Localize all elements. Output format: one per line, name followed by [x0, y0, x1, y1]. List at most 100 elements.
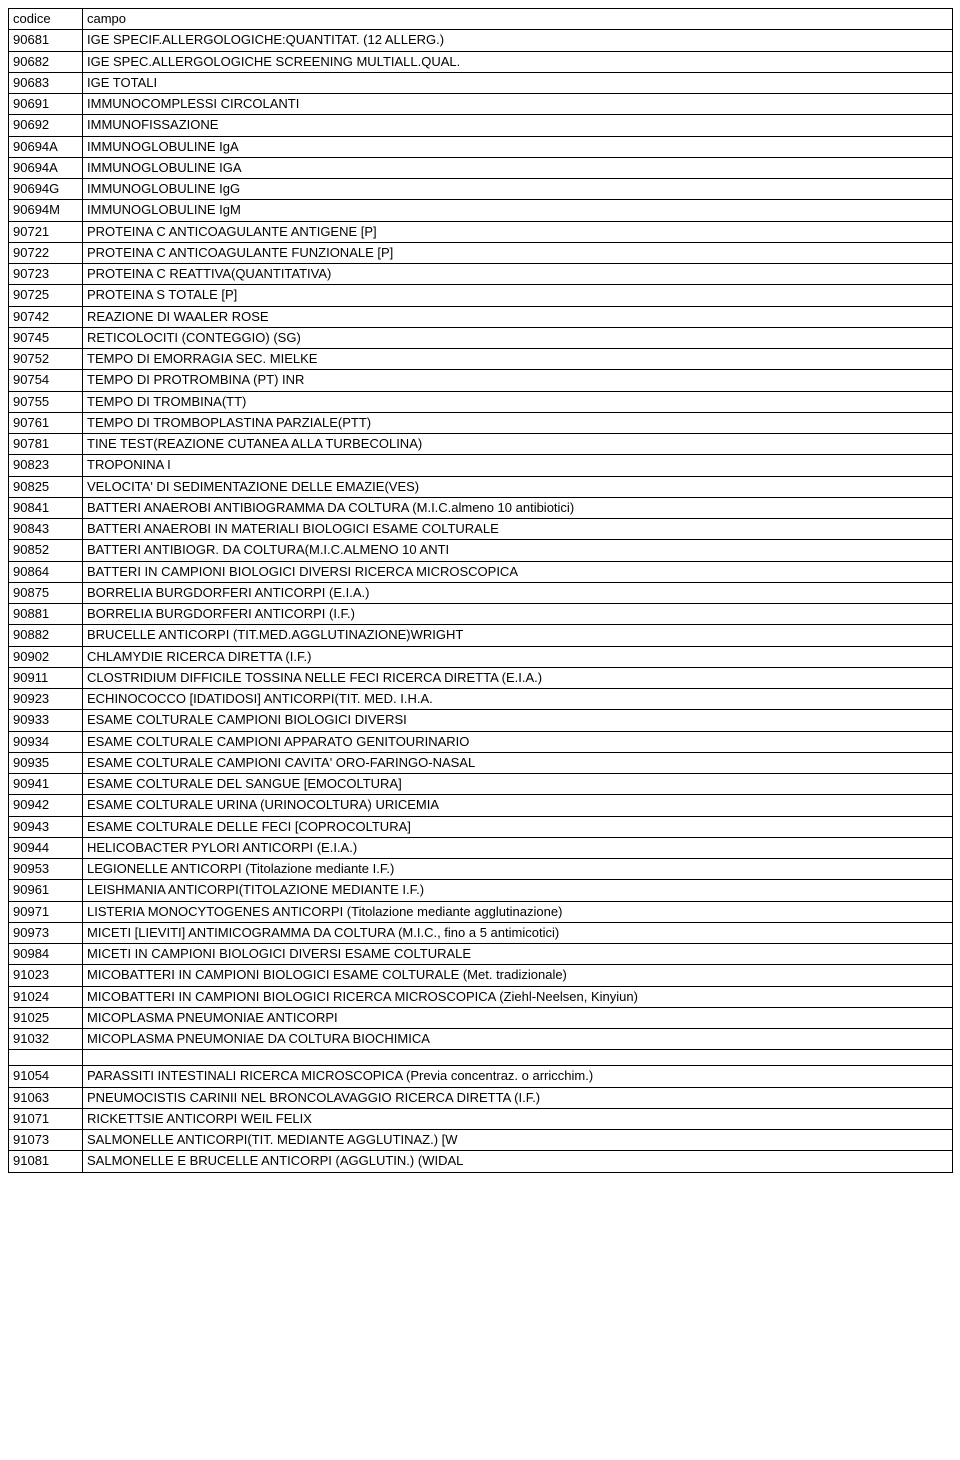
cell-field: BORRELIA BURGDORFERI ANTICORPI (I.F.) — [83, 604, 953, 625]
cell-field: IGE SPECIF.ALLERGOLOGICHE:QUANTITAT. (12… — [83, 30, 953, 51]
cell-field: IMMUNOGLOBULINE IGA — [83, 157, 953, 178]
cell-code: 90942 — [9, 795, 83, 816]
cell-field: SALMONELLE E BRUCELLE ANTICORPI (AGGLUTI… — [83, 1151, 953, 1172]
table-row: 90841BATTERI ANAEROBI ANTIBIOGRAMMA DA C… — [9, 497, 953, 518]
table-row: 90971LISTERIA MONOCYTOGENES ANTICORPI (T… — [9, 901, 953, 922]
table-row: 90882BRUCELLE ANTICORPI (TIT.MED.AGGLUTI… — [9, 625, 953, 646]
cell-field: PROTEINA S TOTALE [P] — [83, 285, 953, 306]
table-row: 90683IGE TOTALI — [9, 72, 953, 93]
table-row: 90943ESAME COLTURALE DELLE FECI [COPROCO… — [9, 816, 953, 837]
cell-code: 91054 — [9, 1066, 83, 1087]
cell-code: 91073 — [9, 1130, 83, 1151]
cell-field: MICOPLASMA PNEUMONIAE ANTICORPI — [83, 1007, 953, 1028]
cell-code: 90911 — [9, 667, 83, 688]
cell-field: BATTERI ANAEROBI IN MATERIALI BIOLOGICI … — [83, 519, 953, 540]
cell-field: CHLAMYDIE RICERCA DIRETTA (I.F.) — [83, 646, 953, 667]
cell-field: TEMPO DI TROMBOPLASTINA PARZIALE(PTT) — [83, 412, 953, 433]
cell-code: 91063 — [9, 1087, 83, 1108]
cell-field: IGE TOTALI — [83, 72, 953, 93]
cell-code: 90934 — [9, 731, 83, 752]
cell-code: 90723 — [9, 264, 83, 285]
cell-field: IMMUNOFISSAZIONE — [83, 115, 953, 136]
table-row: 90944HELICOBACTER PYLORI ANTICORPI (E.I.… — [9, 837, 953, 858]
table-row: 91081SALMONELLE E BRUCELLE ANTICORPI (AG… — [9, 1151, 953, 1172]
cell-field: MICOPLASMA PNEUMONIAE DA COLTURA BIOCHIM… — [83, 1029, 953, 1050]
cell-code: 90864 — [9, 561, 83, 582]
cell-field: IMMUNOGLOBULINE IgM — [83, 200, 953, 221]
table-row: 90942ESAME COLTURALE URINA (URINOCOLTURA… — [9, 795, 953, 816]
table-row: 90694GIMMUNOGLOBULINE IgG — [9, 179, 953, 200]
cell-field: PROTEINA C REATTIVA(QUANTITATIVA) — [83, 264, 953, 285]
table-row: 90761TEMPO DI TROMBOPLASTINA PARZIALE(PT… — [9, 412, 953, 433]
cell-code: 90902 — [9, 646, 83, 667]
cell-field: LISTERIA MONOCYTOGENES ANTICORPI (Titola… — [83, 901, 953, 922]
cell-field: REAZIONE DI WAALER ROSE — [83, 306, 953, 327]
cell-code — [9, 1050, 83, 1066]
table-row: 90691IMMUNOCOMPLESSI CIRCOLANTI — [9, 94, 953, 115]
cell-code: 90755 — [9, 391, 83, 412]
table-row: 90694MIMMUNOGLOBULINE IgM — [9, 200, 953, 221]
table-row: 90911CLOSTRIDIUM DIFFICILE TOSSINA NELLE… — [9, 667, 953, 688]
cell-field: TEMPO DI PROTROMBINA (PT) INR — [83, 370, 953, 391]
table-row: 90933ESAME COLTURALE CAMPIONI BIOLOGICI … — [9, 710, 953, 731]
table-row: 90941ESAME COLTURALE DEL SANGUE [EMOCOLT… — [9, 774, 953, 795]
cell-code: 90692 — [9, 115, 83, 136]
table-row: 90852BATTERI ANTIBIOGR. DA COLTURA(M.I.C… — [9, 540, 953, 561]
table-row — [9, 1050, 953, 1066]
cell-field: PNEUMOCISTIS CARINII NEL BRONCOLAVAGGIO … — [83, 1087, 953, 1108]
header-row: codice campo — [9, 9, 953, 30]
table-row: 90745RETICOLOCITI (CONTEGGIO) (SG) — [9, 327, 953, 348]
cell-field: BATTERI ANTIBIOGR. DA COLTURA(M.I.C.ALME… — [83, 540, 953, 561]
table-row: 91073SALMONELLE ANTICORPI(TIT. MEDIANTE … — [9, 1130, 953, 1151]
table-row: 90692IMMUNOFISSAZIONE — [9, 115, 953, 136]
cell-code: 90843 — [9, 519, 83, 540]
table-row: 90722PROTEINA C ANTICOAGULANTE FUNZIONAL… — [9, 242, 953, 263]
cell-field: RETICOLOCITI (CONTEGGIO) (SG) — [83, 327, 953, 348]
table-row: 90823TROPONINA I — [9, 455, 953, 476]
cell-code: 91024 — [9, 986, 83, 1007]
table-row: 90984MICETI IN CAMPIONI BIOLOGICI DIVERS… — [9, 944, 953, 965]
table-row: 90934ESAME COLTURALE CAMPIONI APPARATO G… — [9, 731, 953, 752]
table-row: 90875BORRELIA BURGDORFERI ANTICORPI (E.I… — [9, 582, 953, 603]
table-row: 90755TEMPO DI TROMBINA(TT) — [9, 391, 953, 412]
table-row: 91071RICKETTSIE ANTICORPI WEIL FELIX — [9, 1108, 953, 1129]
cell-field: TROPONINA I — [83, 455, 953, 476]
cell-field: BRUCELLE ANTICORPI (TIT.MED.AGGLUTINAZIO… — [83, 625, 953, 646]
cell-code: 91023 — [9, 965, 83, 986]
cell-code: 90953 — [9, 859, 83, 880]
cell-code: 90935 — [9, 752, 83, 773]
cell-code: 90882 — [9, 625, 83, 646]
cell-code: 90823 — [9, 455, 83, 476]
table-row: 91032MICOPLASMA PNEUMONIAE DA COLTURA BI… — [9, 1029, 953, 1050]
cell-code: 90971 — [9, 901, 83, 922]
cell-field: RICKETTSIE ANTICORPI WEIL FELIX — [83, 1108, 953, 1129]
cell-field: MICOBATTERI IN CAMPIONI BIOLOGICI RICERC… — [83, 986, 953, 1007]
cell-code: 90943 — [9, 816, 83, 837]
cell-code: 90984 — [9, 944, 83, 965]
table-row: 90923ECHINOCOCCO [IDATIDOSI] ANTICORPI(T… — [9, 689, 953, 710]
cell-field: PROTEINA C ANTICOAGULANTE ANTIGENE [P] — [83, 221, 953, 242]
cell-code: 90722 — [9, 242, 83, 263]
cell-code: 90694M — [9, 200, 83, 221]
cell-code: 90944 — [9, 837, 83, 858]
table-row: 90781TINE TEST(REAZIONE CUTANEA ALLA TUR… — [9, 434, 953, 455]
cell-field: ESAME COLTURALE DEL SANGUE [EMOCOLTURA] — [83, 774, 953, 795]
table-row: 90681IGE SPECIF.ALLERGOLOGICHE:QUANTITAT… — [9, 30, 953, 51]
cell-code: 90754 — [9, 370, 83, 391]
cell-field: LEISHMANIA ANTICORPI(TITOLAZIONE MEDIANT… — [83, 880, 953, 901]
cell-field: SALMONELLE ANTICORPI(TIT. MEDIANTE AGGLU… — [83, 1130, 953, 1151]
table-row: 90961LEISHMANIA ANTICORPI(TITOLAZIONE ME… — [9, 880, 953, 901]
cell-code: 90725 — [9, 285, 83, 306]
table-row: 90742REAZIONE DI WAALER ROSE — [9, 306, 953, 327]
cell-field: MICOBATTERI IN CAMPIONI BIOLOGICI ESAME … — [83, 965, 953, 986]
cell-code: 90691 — [9, 94, 83, 115]
cell-code: 91071 — [9, 1108, 83, 1129]
cell-field: VELOCITA' DI SEDIMENTAZIONE DELLE EMAZIE… — [83, 476, 953, 497]
data-table: codice campo 90681IGE SPECIF.ALLERGOLOGI… — [8, 8, 953, 1173]
cell-field: ESAME COLTURALE CAMPIONI CAVITA' ORO-FAR… — [83, 752, 953, 773]
table-row: 90694AIMMUNOGLOBULINE IGA — [9, 157, 953, 178]
cell-code: 91025 — [9, 1007, 83, 1028]
cell-code: 90933 — [9, 710, 83, 731]
cell-code: 90781 — [9, 434, 83, 455]
cell-field: IGE SPEC.ALLERGOLOGICHE SCREENING MULTIA… — [83, 51, 953, 72]
